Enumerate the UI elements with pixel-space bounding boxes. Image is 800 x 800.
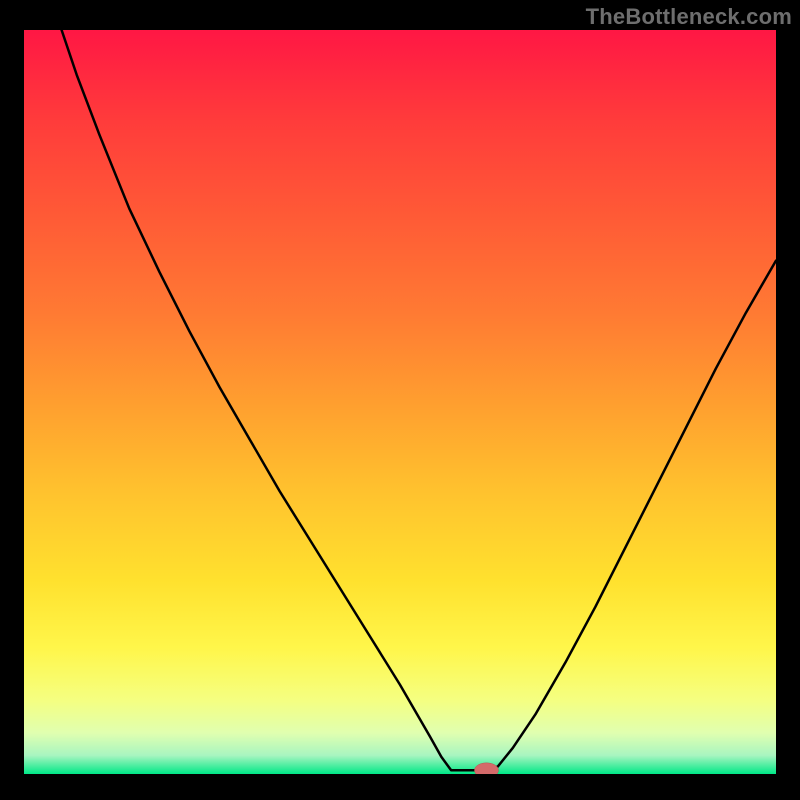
watermark-text: TheBottleneck.com xyxy=(586,4,792,30)
gradient-background xyxy=(24,30,776,774)
chart-plot-area xyxy=(24,30,776,774)
chart-svg xyxy=(24,30,776,774)
